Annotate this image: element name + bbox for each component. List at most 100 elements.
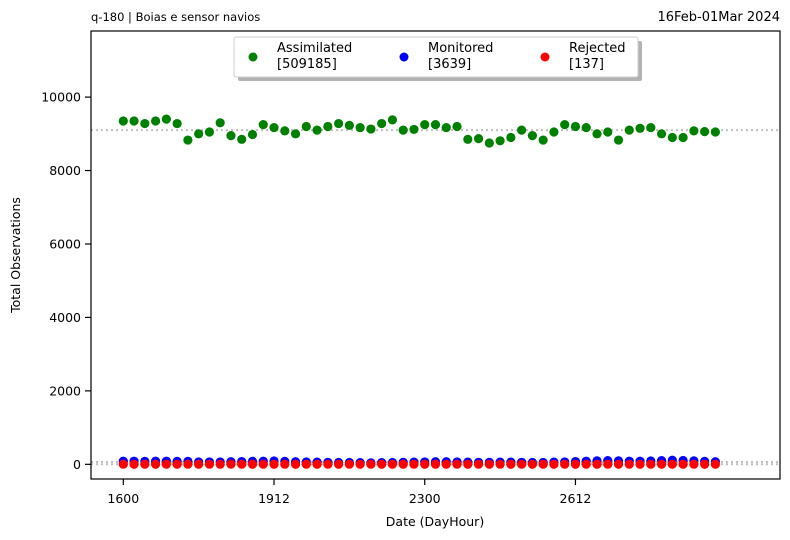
point-assimilated (506, 132, 516, 143)
plot-frame (90, 30, 781, 480)
point-assimilated (312, 125, 322, 135)
point-assimilated (269, 122, 279, 133)
point-rejected (538, 459, 548, 469)
point-assimilated (549, 127, 559, 137)
point-rejected (312, 459, 322, 469)
legend-count-rejected: [137] (569, 57, 604, 72)
chart-title-right: 16Feb-01Mar 2024 (657, 10, 780, 25)
point-assimilated (656, 129, 667, 139)
point-assimilated (344, 120, 354, 130)
point-rejected (150, 459, 161, 469)
point-assimilated (183, 135, 193, 145)
point-rejected (323, 459, 333, 469)
y-axis: 0 2000 4000 6000 8000 10000 (41, 90, 91, 472)
legend-marker-monitored (399, 52, 409, 62)
reference-lines (91, 129, 780, 466)
point-rejected (430, 459, 441, 469)
point-rejected (667, 459, 677, 469)
point-assimilated (473, 133, 484, 144)
legend: Assimilated [509185] Monitored [3639] Re… (233, 36, 642, 81)
point-assimilated (323, 121, 333, 132)
point-assimilated (194, 129, 204, 139)
x-tick-label: 1600 (107, 491, 139, 506)
point-rejected (624, 459, 634, 469)
series-assimilated (118, 114, 721, 148)
x-tick-label: 1912 (258, 491, 290, 506)
legend-marker-rejected (540, 52, 550, 62)
point-rejected (194, 459, 204, 469)
point-rejected (613, 459, 624, 469)
point-rejected (301, 459, 311, 469)
point-assimilated (452, 121, 462, 132)
point-assimilated (430, 120, 441, 130)
point-rejected (215, 459, 225, 469)
y-tick-label: 8000 (49, 163, 81, 178)
point-assimilated (603, 127, 613, 137)
legend-entry-rejected: Rejected [137] (540, 41, 626, 72)
y-tick-label: 0 (73, 457, 81, 472)
legend-entry-assimilated: Assimilated [509185] (248, 41, 352, 72)
point-assimilated (517, 125, 527, 135)
point-rejected (581, 459, 591, 469)
point-rejected (280, 459, 290, 469)
point-assimilated (570, 121, 581, 132)
point-assimilated (635, 123, 645, 133)
point-rejected (334, 459, 344, 469)
y-tick-label: 4000 (49, 310, 81, 325)
point-assimilated (355, 122, 365, 133)
legend-marker-assimilated (248, 52, 258, 62)
point-rejected (398, 459, 408, 469)
x-tick-label: 2300 (409, 491, 441, 506)
point-rejected (506, 459, 516, 469)
point-assimilated (387, 115, 398, 125)
point-rejected (592, 459, 602, 469)
legend-label-assimilated: Assimilated (277, 41, 352, 56)
point-rejected (678, 459, 688, 469)
point-assimilated (441, 122, 451, 133)
point-rejected (452, 459, 462, 469)
point-assimilated (172, 118, 182, 129)
legend-label-rejected: Rejected (569, 41, 626, 56)
point-assimilated (646, 122, 656, 133)
point-rejected (473, 459, 484, 469)
point-rejected (172, 459, 182, 469)
legend-box (233, 36, 639, 78)
point-rejected (161, 459, 171, 469)
chart-title-left: q-180 | Boias e sensor navios (91, 10, 260, 24)
y-tick-label: 2000 (49, 383, 81, 398)
point-rejected (635, 459, 645, 469)
point-rejected (344, 459, 354, 469)
point-rejected (366, 459, 376, 469)
point-assimilated (613, 135, 624, 145)
point-assimilated (334, 118, 344, 129)
point-assimilated (409, 124, 419, 135)
point-rejected (226, 459, 236, 469)
point-assimilated (678, 132, 688, 143)
point-rejected (355, 459, 365, 469)
point-assimilated (581, 122, 591, 133)
point-assimilated (140, 118, 150, 129)
point-rejected (527, 459, 537, 469)
y-tick-label: 10000 (41, 90, 81, 105)
point-rejected (204, 459, 215, 469)
point-assimilated (495, 136, 505, 146)
legend-count-monitored: [3639] (428, 57, 471, 72)
legend-count-assimilated: [509185] (277, 57, 337, 72)
point-assimilated (624, 125, 634, 135)
point-rejected (377, 459, 387, 469)
point-rejected (560, 459, 570, 469)
point-rejected (183, 459, 193, 469)
point-assimilated (204, 127, 215, 137)
point-rejected (441, 459, 451, 469)
point-rejected (247, 459, 258, 469)
point-assimilated (301, 121, 311, 132)
point-rejected (710, 459, 721, 469)
point-rejected (269, 459, 279, 469)
point-assimilated (398, 125, 408, 135)
point-rejected (603, 459, 613, 469)
point-assimilated (290, 129, 301, 139)
point-assimilated (237, 134, 247, 144)
point-assimilated (215, 118, 225, 128)
point-assimilated (689, 126, 699, 136)
